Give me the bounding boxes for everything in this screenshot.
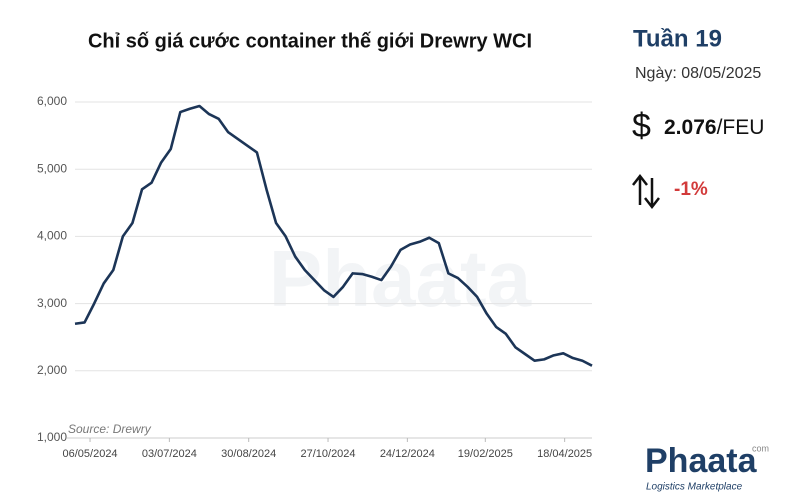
y-tick-label: 6,000 [37,94,67,108]
x-tick-label: 18/04/2025 [537,448,592,460]
source: Source: Drewry [68,422,152,436]
change-icon [632,173,660,210]
y-tick-label: 3,000 [37,296,67,310]
x-tick-label: 24/12/2024 [380,448,435,460]
change: -1% [674,179,708,200]
y-tick-label: 4,000 [37,229,67,243]
week: Tuần 19 [633,25,722,52]
logo-name: Phaata [645,442,758,480]
y-tick-label: 1,000 [37,430,67,444]
price: 2.076/FEU [664,116,764,139]
date: Ngày: 08/05/2025 [635,65,761,82]
watermark: Phaata [269,234,532,323]
x-tick-label: 03/07/2024 [142,448,197,460]
x-tick-label: 27/10/2024 [300,448,355,460]
price-value: 2.076 [664,116,717,139]
chart-title: Chỉ số giá cước container thế giới Drewr… [88,30,532,52]
logo-tagline: Logistics Marketplace [646,482,743,493]
logo-domain: com [752,443,769,453]
x-tick-label: 06/05/2024 [63,448,118,460]
line [74,104,593,367]
y-tick-label: 5,000 [37,161,67,175]
currency: $ [632,107,651,145]
y-tick-label: 2,000 [37,363,67,377]
x-tick-label: 30/08/2024 [221,448,276,460]
x-tick-label: 19/02/2025 [458,448,513,460]
unit: /FEU [717,116,765,139]
